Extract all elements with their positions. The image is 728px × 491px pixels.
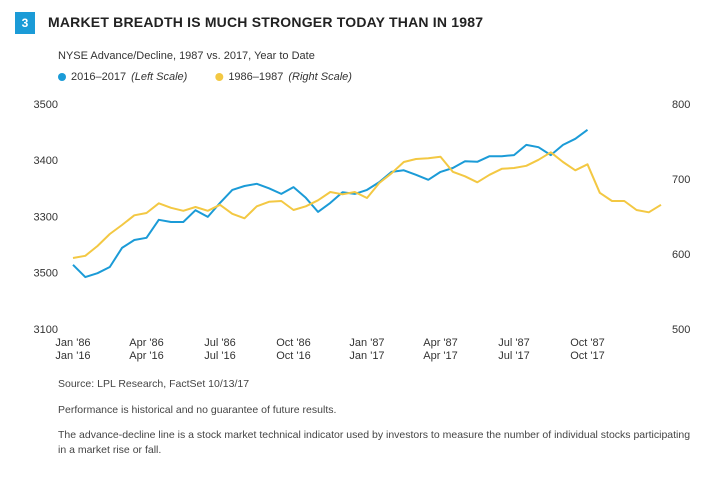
- x-tick-label: Jan '86: [55, 337, 90, 349]
- x-tick-label-secondary: Oct '17: [570, 350, 605, 362]
- legend-swatch: [215, 73, 224, 81]
- series-line: [72, 128, 589, 279]
- y-tick-label: 3500: [34, 268, 58, 280]
- x-tick-label: Oct '86: [276, 337, 311, 349]
- x-tick-label-secondary: Oct '16: [276, 350, 311, 362]
- y2-tick-label: 800: [672, 99, 690, 111]
- chart-title: NYSE Advance/Decline, 1987 vs. 2017, Yea…: [58, 50, 315, 62]
- series-line: [72, 151, 662, 259]
- source: Source: LPL Research, FactSet 10/13/17: [58, 378, 250, 390]
- x-tick-label: Jul '86: [204, 337, 235, 349]
- y-tick-label: 3300: [34, 211, 58, 223]
- x-tick-label: Jul '87: [498, 337, 529, 349]
- y-tick-label: 3100: [34, 324, 58, 336]
- x-tick-label-secondary: Jan '17: [349, 350, 384, 362]
- x-tick-label-secondary: Jul '17: [498, 350, 529, 362]
- legend-scale: (Right Scale): [288, 71, 352, 83]
- x-tick-label-secondary: Apr '17: [423, 350, 458, 362]
- x-tick-label: Apr '86: [129, 337, 164, 349]
- x-tick-label-secondary: Jan '16: [55, 350, 90, 362]
- chart: NYSE Advance/Decline, 1987 vs. 2017, Yea…: [34, 50, 691, 362]
- y2-tick-label: 600: [672, 249, 690, 261]
- legend-swatch: [58, 73, 66, 81]
- x-tick-label-secondary: Apr '16: [129, 350, 164, 362]
- y2-tick-label: 700: [672, 174, 690, 186]
- definition: The advance-decline line is a stock mark…: [58, 429, 691, 456]
- y2-tick-label: 500: [672, 324, 690, 336]
- y-tick-label: 3500: [34, 99, 58, 111]
- y-tick-label: 3400: [34, 155, 58, 167]
- legend-scale: (Left Scale): [131, 71, 188, 83]
- legend-label: 1986–1987: [228, 71, 283, 83]
- x-tick-label: Apr '87: [423, 337, 458, 349]
- x-tick-label-secondary: Jul '16: [204, 350, 235, 362]
- legend-label: 2016–2017: [71, 71, 126, 83]
- disclaimer: Performance is historical and no guarant…: [58, 404, 337, 416]
- figure-number: 3: [15, 12, 35, 34]
- x-tick-label: Oct '87: [570, 337, 605, 349]
- figure-title: MARKET BREADTH IS MUCH STRONGER TODAY TH…: [48, 14, 484, 30]
- x-tick-label: Jan '87: [349, 337, 384, 349]
